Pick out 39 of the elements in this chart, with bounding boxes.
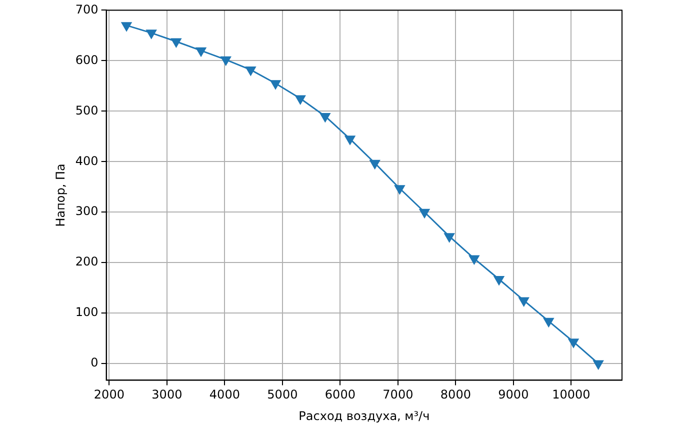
point (320, 112, 330, 122)
point (344, 136, 356, 145)
y-tick-label: 0 (90, 356, 98, 370)
y-tick-label: 200 (75, 254, 98, 269)
point (220, 56, 231, 66)
x-axis-title: Расход воздуха, м³/ч (298, 408, 430, 423)
x-tick-label: 8000 (440, 388, 471, 402)
point (494, 276, 504, 285)
point (518, 297, 529, 306)
x-tick-label: 6000 (324, 388, 356, 402)
y-tick-label: 300 (75, 204, 98, 218)
x-tick-label: 5000 (267, 388, 298, 402)
point (171, 38, 182, 48)
x-tick-label: 4000 (209, 388, 240, 402)
point (444, 233, 454, 242)
point (246, 66, 256, 76)
point (295, 95, 306, 104)
x-tick-label: 9000 (498, 388, 529, 402)
y-tick-label: 600 (75, 52, 98, 67)
y-tick-label: 400 (75, 154, 98, 168)
point (568, 338, 579, 348)
y-tick-label: 500 (75, 103, 98, 118)
point (370, 160, 380, 169)
y-tick-label: 100 (75, 305, 98, 320)
x-tick-label: 10000 (552, 388, 590, 402)
point (270, 80, 281, 90)
x-tick-label: 2000 (94, 388, 124, 402)
point (544, 318, 554, 327)
point (593, 360, 604, 370)
point (196, 47, 206, 56)
point (146, 30, 156, 39)
point (419, 208, 430, 218)
point (469, 255, 480, 264)
point (121, 22, 132, 32)
y-tick-label: 700 (75, 2, 98, 16)
y-axis-title: Напор, Па (53, 164, 68, 227)
x-tick-label: 7000 (382, 388, 414, 402)
point (394, 185, 405, 194)
x-tick-label: 3000 (152, 388, 182, 402)
